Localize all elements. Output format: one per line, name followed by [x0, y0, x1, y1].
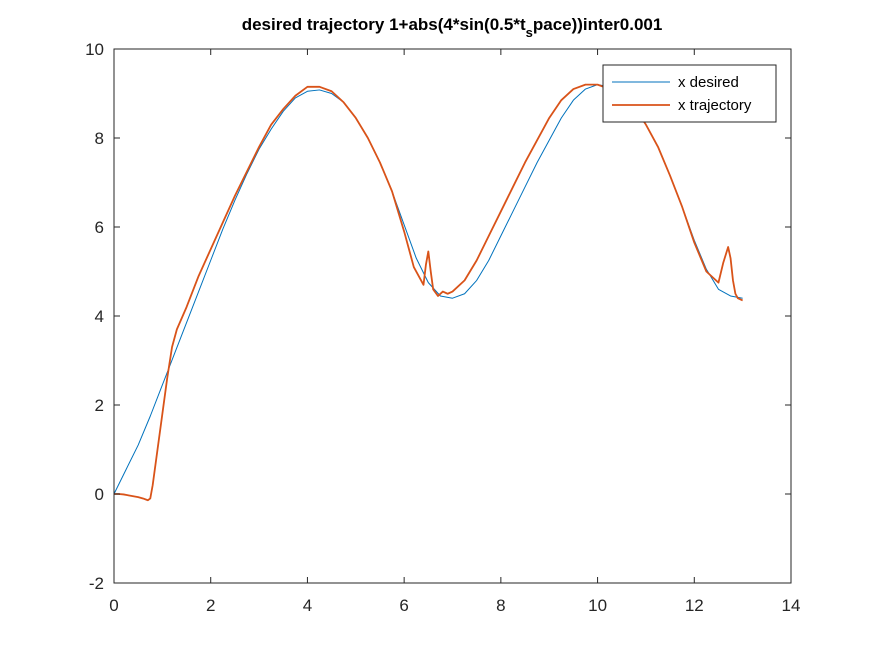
x-tick-label: 4	[303, 596, 312, 615]
x-tick-label: 14	[782, 596, 801, 615]
y-tick-label: 6	[95, 218, 104, 237]
x-tick-label: 0	[109, 596, 118, 615]
plot-area	[114, 49, 791, 583]
title-end: pace))inter0.001	[533, 15, 662, 34]
y-tick-label: -2	[89, 574, 104, 593]
x-tick-label: 6	[399, 596, 408, 615]
legend-label: x trajectory	[678, 97, 752, 114]
axes-layer: 0 2 4 6 8 10 12 14 -2 0 2 4 6 8 10	[85, 40, 800, 615]
legend-label: x desired	[678, 74, 739, 91]
legend: x desired x trajectory	[602, 64, 777, 123]
x-tick-label: 2	[206, 596, 215, 615]
legend-box	[602, 64, 777, 123]
x-tick-label: 10	[588, 596, 607, 615]
title-main: desired trajectory 1+abs(4*sin(0.5*t	[242, 15, 526, 34]
chart-title: desired trajectory 1+abs(4*sin(0.5*tspac…	[242, 15, 663, 40]
title-subscript: s	[526, 25, 533, 40]
series-line-x-trajectory	[114, 83, 744, 502]
x-tick-label: 8	[496, 596, 505, 615]
y-tick-label: 4	[95, 307, 104, 326]
y-tick-label: 10	[85, 40, 104, 59]
y-tick-label: 8	[95, 129, 104, 148]
y-tick-label: 0	[95, 485, 104, 504]
x-tick-label: 12	[685, 596, 704, 615]
y-tick-label: 2	[95, 396, 104, 415]
